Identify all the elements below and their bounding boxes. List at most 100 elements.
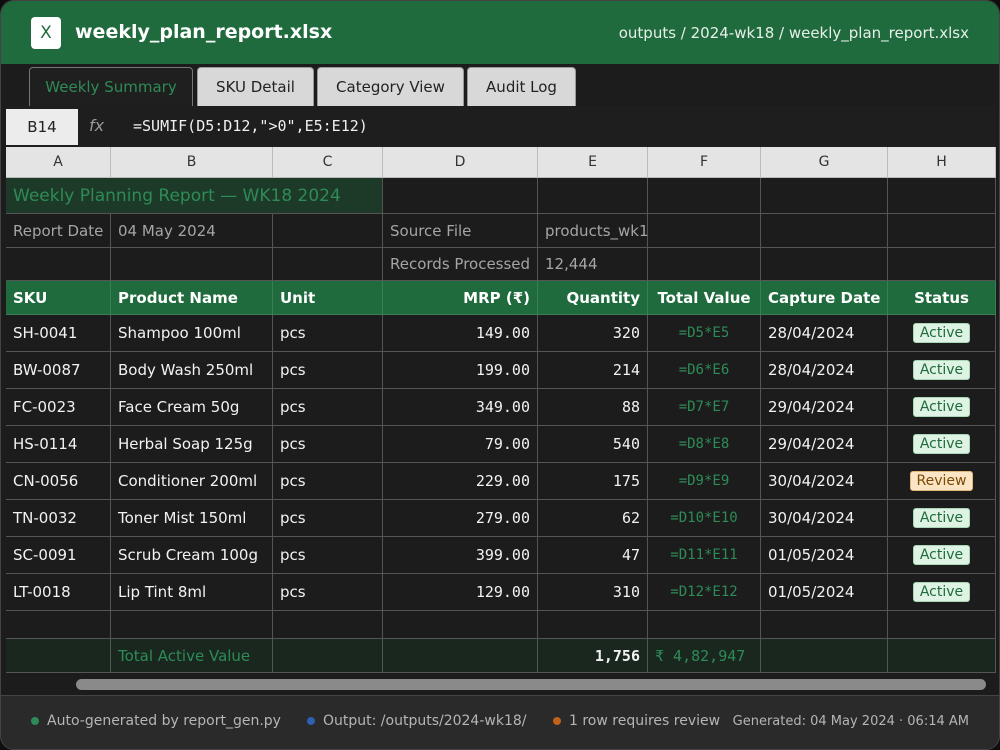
data-cell[interactable]: =D6*E6 (648, 352, 761, 389)
formula-text[interactable]: =SUMIF(D5:D12,">0",E5:E12) (133, 117, 368, 135)
status-badge[interactable]: Active (912, 323, 971, 343)
status-badge[interactable]: Active (912, 508, 971, 528)
data-cell[interactable]: pcs (273, 352, 383, 389)
report-title[interactable]: Weekly Planning Report — WK18 2024 (6, 178, 383, 214)
data-cell[interactable]: SC-0091 (6, 537, 111, 574)
table-header[interactable]: Unit (273, 281, 383, 315)
table-header[interactable]: Status (888, 281, 996, 315)
data-cell[interactable]: pcs (273, 426, 383, 463)
empty-cell[interactable] (648, 611, 761, 639)
data-cell[interactable]: 47 (538, 537, 648, 574)
data-cell[interactable]: 399.00 (383, 537, 538, 574)
status-cell[interactable]: Active (888, 315, 996, 352)
total-value[interactable]: ₹ 4,82,947 (648, 639, 761, 673)
empty-cell[interactable] (383, 178, 538, 214)
data-cell[interactable]: 28/04/2024 (761, 315, 888, 352)
data-cell[interactable]: 88 (538, 389, 648, 426)
data-cell[interactable]: Conditioner 200ml (111, 463, 273, 500)
column-header[interactable]: F (648, 147, 761, 178)
data-cell[interactable]: =D11*E11 (648, 537, 761, 574)
data-cell[interactable]: 62 (538, 500, 648, 537)
sheet-tab[interactable]: Weekly Summary (29, 67, 193, 106)
empty-cell[interactable] (761, 611, 888, 639)
table-header[interactable]: Product Name (111, 281, 273, 315)
status-badge[interactable]: Active (912, 582, 971, 602)
status-cell[interactable]: Active (888, 389, 996, 426)
empty-cell[interactable] (761, 248, 888, 281)
empty-cell[interactable] (761, 639, 888, 673)
empty-cell[interactable] (888, 214, 996, 248)
empty-cell[interactable] (273, 248, 383, 281)
status-badge[interactable]: Review (909, 471, 974, 491)
data-cell[interactable]: Herbal Soap 125g (111, 426, 273, 463)
data-cell[interactable]: 229.00 (383, 463, 538, 500)
empty-cell[interactable] (111, 611, 273, 639)
data-cell[interactable]: pcs (273, 574, 383, 611)
status-cell[interactable]: Active (888, 352, 996, 389)
data-cell[interactable]: Body Wash 250ml (111, 352, 273, 389)
sheet-tab[interactable]: Category View (317, 67, 464, 106)
data-cell[interactable]: =D7*E7 (648, 389, 761, 426)
column-header[interactable]: D (383, 147, 538, 178)
column-header[interactable]: H (888, 147, 996, 178)
column-header[interactable]: C (273, 147, 383, 178)
info-cell[interactable]: products_wk18.csv (538, 214, 648, 248)
empty-cell[interactable] (6, 639, 111, 673)
data-cell[interactable]: =D8*E8 (648, 426, 761, 463)
empty-cell[interactable] (888, 639, 996, 673)
data-cell[interactable]: 29/04/2024 (761, 426, 888, 463)
data-cell[interactable]: Scrub Cream 100g (111, 537, 273, 574)
sheet-tab[interactable]: Audit Log (467, 67, 576, 106)
data-cell[interactable]: 310 (538, 574, 648, 611)
table-header[interactable]: SKU (6, 281, 111, 315)
data-cell[interactable]: pcs (273, 537, 383, 574)
data-cell[interactable]: =D12*E12 (648, 574, 761, 611)
empty-cell[interactable] (538, 178, 648, 214)
data-cell[interactable]: 279.00 (383, 500, 538, 537)
status-cell[interactable]: Active (888, 426, 996, 463)
empty-cell[interactable] (273, 214, 383, 248)
status-badge[interactable]: Active (912, 360, 971, 380)
empty-cell[interactable] (111, 248, 273, 281)
empty-cell[interactable] (888, 248, 996, 281)
data-cell[interactable]: =D9*E9 (648, 463, 761, 500)
data-cell[interactable]: 30/04/2024 (761, 500, 888, 537)
data-cell[interactable]: 214 (538, 352, 648, 389)
empty-cell[interactable] (6, 611, 111, 639)
data-cell[interactable]: TN-0032 (6, 500, 111, 537)
table-header[interactable]: Total Value (648, 281, 761, 315)
data-cell[interactable]: 79.00 (383, 426, 538, 463)
data-cell[interactable]: 349.00 (383, 389, 538, 426)
status-cell[interactable]: Active (888, 574, 996, 611)
data-cell[interactable]: 175 (538, 463, 648, 500)
status-cell[interactable]: Active (888, 537, 996, 574)
status-badge[interactable]: Active (912, 545, 971, 565)
horizontal-scrollbar[interactable] (76, 679, 986, 690)
empty-cell[interactable] (6, 248, 111, 281)
data-cell[interactable]: 28/04/2024 (761, 352, 888, 389)
total-label[interactable]: Total Active Value (111, 639, 273, 673)
info-cell[interactable]: Records Processed (383, 248, 538, 281)
data-cell[interactable]: pcs (273, 463, 383, 500)
column-header[interactable]: E (538, 147, 648, 178)
empty-cell[interactable] (383, 611, 538, 639)
column-header[interactable]: G (761, 147, 888, 178)
total-quantity[interactable]: 1,756 (538, 639, 648, 673)
data-cell[interactable]: pcs (273, 315, 383, 352)
data-cell[interactable]: CN-0056 (6, 463, 111, 500)
data-cell[interactable]: LT-0018 (6, 574, 111, 611)
column-header[interactable]: B (111, 147, 273, 178)
data-cell[interactable]: Lip Tint 8ml (111, 574, 273, 611)
table-header[interactable]: Quantity (538, 281, 648, 315)
data-cell[interactable]: BW-0087 (6, 352, 111, 389)
info-cell[interactable]: 12,444 (538, 248, 648, 281)
empty-cell[interactable] (273, 611, 383, 639)
data-cell[interactable]: 01/05/2024 (761, 574, 888, 611)
data-cell[interactable]: =D5*E5 (648, 315, 761, 352)
data-cell[interactable]: 01/05/2024 (761, 537, 888, 574)
empty-cell[interactable] (383, 639, 538, 673)
status-badge[interactable]: Active (912, 434, 971, 454)
info-cell[interactable]: Report Date (6, 214, 111, 248)
data-cell[interactable]: pcs (273, 500, 383, 537)
table-header[interactable]: MRP (₹) (383, 281, 538, 315)
